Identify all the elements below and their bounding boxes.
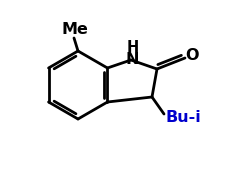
Text: N: N	[125, 52, 139, 66]
Text: Bu-i: Bu-i	[165, 111, 201, 125]
Text: H: H	[127, 40, 139, 56]
Text: O: O	[185, 48, 199, 63]
Text: Me: Me	[62, 22, 89, 38]
